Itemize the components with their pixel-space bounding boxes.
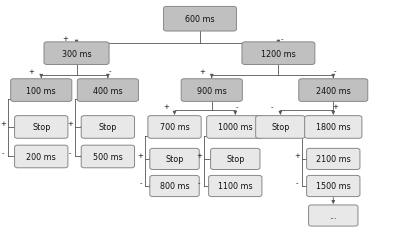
- FancyBboxPatch shape: [210, 149, 260, 170]
- FancyBboxPatch shape: [150, 149, 199, 170]
- Text: +: +: [196, 152, 202, 158]
- Text: 300 ms: 300 ms: [62, 50, 91, 58]
- Text: +: +: [67, 120, 73, 126]
- FancyBboxPatch shape: [307, 176, 360, 197]
- Text: +: +: [28, 68, 34, 74]
- FancyBboxPatch shape: [81, 146, 134, 168]
- Text: 100 ms: 100 ms: [26, 86, 56, 95]
- Text: -: -: [198, 179, 200, 185]
- FancyBboxPatch shape: [305, 116, 362, 139]
- FancyBboxPatch shape: [308, 205, 358, 226]
- Text: +: +: [199, 68, 205, 74]
- Text: 900 ms: 900 ms: [197, 86, 227, 95]
- Text: 1200 ms: 1200 ms: [261, 50, 296, 58]
- Text: ...: ...: [330, 211, 337, 220]
- Text: 2100 ms: 2100 ms: [316, 155, 351, 164]
- FancyBboxPatch shape: [148, 116, 201, 139]
- FancyBboxPatch shape: [14, 116, 68, 139]
- Text: +: +: [294, 152, 300, 158]
- Text: 1000 ms: 1000 ms: [218, 123, 252, 132]
- Text: Stop: Stop: [226, 155, 244, 164]
- FancyBboxPatch shape: [164, 8, 236, 32]
- Text: 400 ms: 400 ms: [93, 86, 123, 95]
- FancyBboxPatch shape: [77, 80, 138, 102]
- FancyBboxPatch shape: [14, 146, 68, 168]
- FancyBboxPatch shape: [11, 80, 72, 102]
- Text: Stop: Stop: [271, 123, 290, 132]
- Text: 1100 ms: 1100 ms: [218, 182, 252, 191]
- Text: 1800 ms: 1800 ms: [316, 123, 350, 132]
- Text: +: +: [62, 36, 68, 42]
- FancyBboxPatch shape: [256, 116, 305, 139]
- Text: -: -: [108, 68, 111, 74]
- FancyBboxPatch shape: [209, 176, 262, 197]
- Text: -: -: [334, 68, 336, 74]
- Text: -: -: [2, 150, 4, 156]
- Text: Stop: Stop: [165, 155, 184, 164]
- Text: 800 ms: 800 ms: [160, 182, 189, 191]
- Text: -: -: [139, 179, 142, 185]
- Text: 2400 ms: 2400 ms: [316, 86, 351, 95]
- Text: Stop: Stop: [32, 123, 50, 132]
- Text: Stop: Stop: [99, 123, 117, 132]
- Text: +: +: [332, 104, 338, 110]
- FancyBboxPatch shape: [242, 43, 315, 65]
- Text: -: -: [296, 179, 298, 185]
- Text: -: -: [281, 36, 284, 42]
- FancyBboxPatch shape: [81, 116, 134, 139]
- FancyBboxPatch shape: [307, 149, 360, 170]
- Text: -: -: [69, 150, 71, 156]
- Text: 700 ms: 700 ms: [160, 123, 189, 132]
- FancyBboxPatch shape: [207, 116, 264, 139]
- Text: 200 ms: 200 ms: [26, 152, 56, 161]
- Text: -: -: [270, 104, 273, 110]
- Text: 600 ms: 600 ms: [185, 15, 215, 24]
- Text: 1500 ms: 1500 ms: [316, 182, 351, 191]
- FancyBboxPatch shape: [299, 80, 368, 102]
- Text: +: +: [163, 104, 169, 110]
- FancyBboxPatch shape: [181, 80, 242, 102]
- Text: 500 ms: 500 ms: [93, 152, 123, 161]
- FancyBboxPatch shape: [44, 43, 109, 65]
- Text: +: +: [0, 120, 6, 126]
- FancyBboxPatch shape: [150, 176, 199, 197]
- Text: +: +: [138, 152, 143, 158]
- Text: -: -: [236, 104, 238, 110]
